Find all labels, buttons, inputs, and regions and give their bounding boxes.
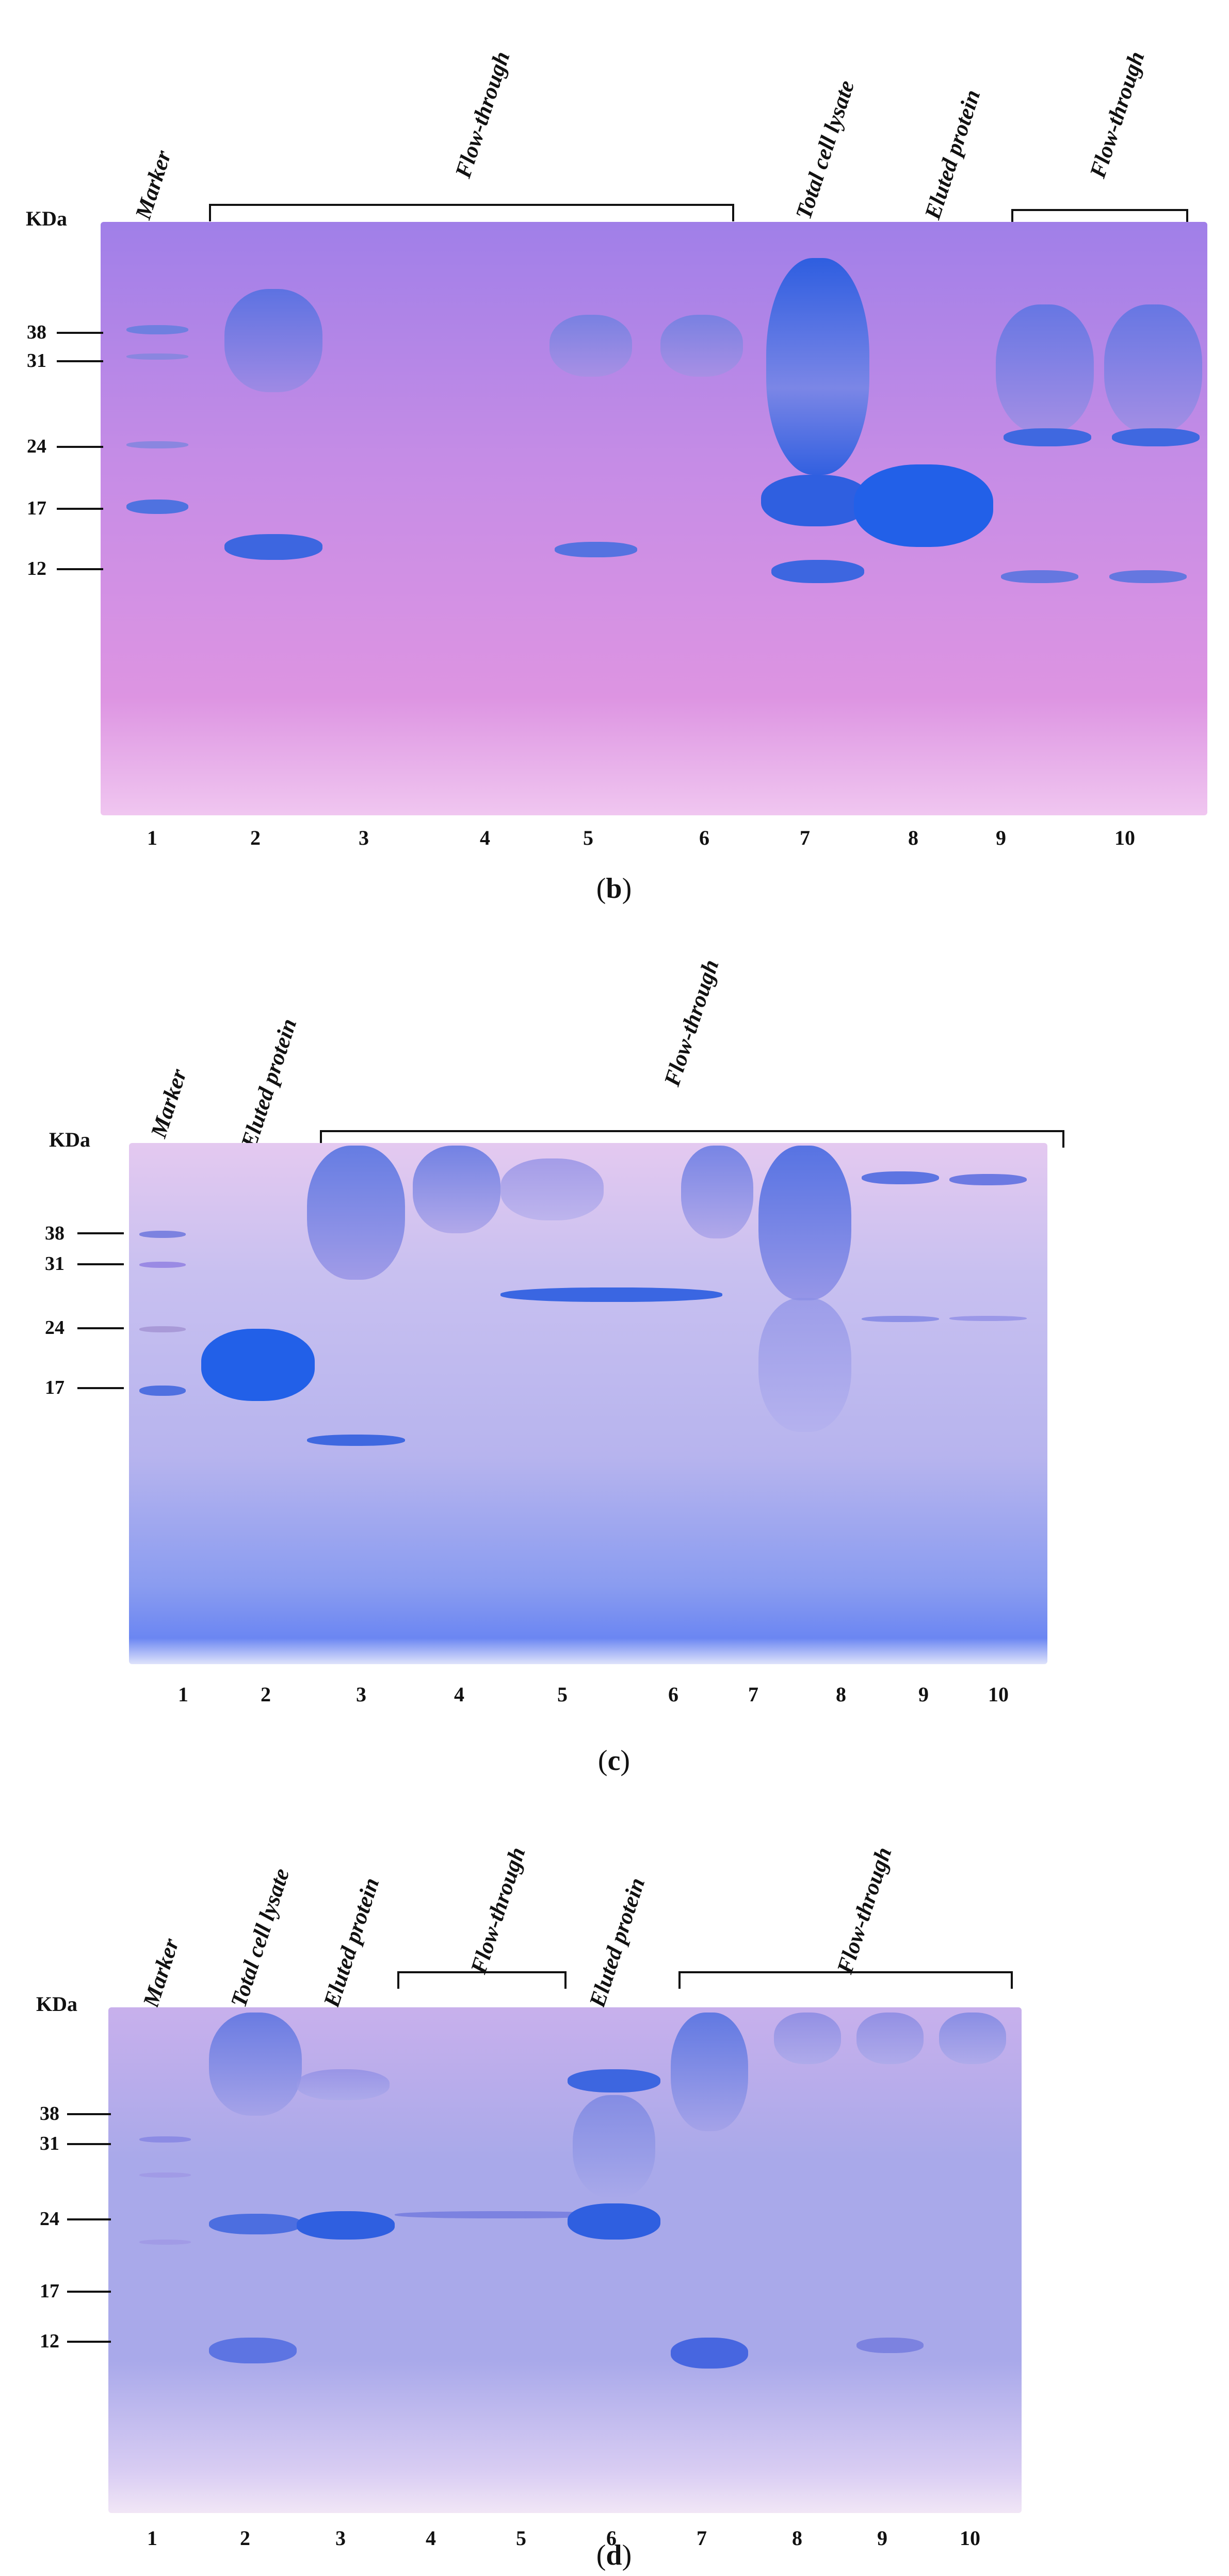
lane-8: 8 [836,1683,846,1706]
lane-5: 5 [516,2526,526,2550]
mw-tick-31 [57,360,103,362]
col-label-marker: Marker [130,147,176,222]
lane-3: 3 [335,2526,346,2550]
lane-4: 4 [480,826,490,849]
lane-6: 6 [668,1683,678,1706]
lane-10: 10 [960,2526,980,2550]
col-label-flow-through: Flow-through [450,48,515,181]
mw-tick-17 [77,1387,124,1389]
lane-7: 7 [800,826,810,849]
lane-6: 6 [699,826,709,849]
unit-label: KDa [36,1992,77,2016]
lane-1: 1 [147,826,157,849]
lane-7: 7 [748,1683,758,1706]
mw-tick-38 [67,2113,111,2115]
mw-38: 38 [27,321,46,343]
mw-tick-17 [57,508,103,510]
lane-2: 2 [240,2526,250,2550]
mw-tick-24 [77,1327,124,1329]
bracket-flow-through [320,1130,1064,1148]
mw-24: 24 [27,436,46,457]
lane-3: 3 [356,1683,366,1706]
lane-8: 8 [908,826,918,849]
caption-b: (b) [596,873,632,905]
bracket-flow-through-2 [1011,209,1188,227]
lane-6: 6 [606,2526,617,2550]
col-label-eluted-protein: Eluted protein [236,1015,302,1151]
unit-label: KDa [26,207,67,230]
mw-24: 24 [45,1317,64,1339]
col-label-eluted-protein: Eluted protein [919,86,985,222]
lane-4: 4 [454,1683,464,1706]
lane-1: 1 [147,2526,157,2550]
bracket-flow-through-2 [678,1971,1013,1989]
gel-image [101,222,1207,815]
caption-d: (d) [596,2539,632,2571]
unit-label: KDa [49,1128,90,1151]
mw-17: 17 [40,2280,59,2302]
lane-9: 9 [918,1683,929,1706]
lane-10: 10 [988,1683,1009,1706]
col-label-total-cell-lysate: Total cell lysate [790,77,860,222]
mw-17: 17 [45,1377,64,1398]
panel-b: Marker Flow-through Total cell lysate El… [0,0,1229,908]
mw-tick-12 [57,568,103,570]
mw-tick-31 [67,2143,111,2145]
col-label-eluted-protein-2: Eluted protein [584,1874,650,2010]
lane-5: 5 [557,1683,568,1706]
lane-1: 1 [178,1683,188,1706]
lane-9: 9 [877,2526,887,2550]
col-label-marker: Marker [145,1066,192,1141]
mw-31: 31 [27,350,46,372]
bracket-flow-through [209,204,734,221]
mw-tick-38 [77,1232,124,1234]
col-label-flow-through-2: Flow-through [1085,48,1150,181]
col-label-flow-through: Flow-through [465,1844,530,1977]
lane-2: 2 [250,826,261,849]
lane-3: 3 [359,826,369,849]
mw-24: 24 [40,2208,59,2230]
mw-31: 31 [45,1253,64,1275]
col-label-marker: Marker [138,1935,184,2010]
lane-10: 10 [1114,826,1135,849]
mw-38: 38 [45,1222,64,1244]
caption-c: (c) [597,1745,630,1777]
panel-c: Marker Eluted protein Flow-through KDa 3… [0,908,1229,1785]
mw-tick-38 [57,332,103,334]
mw-17: 17 [27,497,46,519]
lane-4: 4 [426,2526,436,2550]
mw-tick-24 [57,446,103,448]
col-label-flow-through-2: Flow-through [832,1844,897,1977]
mw-31: 31 [40,2133,59,2154]
gel-image [129,1143,1047,1664]
mw-tick-17 [67,2291,111,2293]
lane-7: 7 [697,2526,707,2550]
col-label-eluted-protein: Eluted protein [318,1874,384,2010]
bracket-flow-through [397,1971,567,1989]
mw-tick-24 [67,2218,111,2220]
mw-tick-31 [77,1263,124,1265]
col-label-total-cell-lysate: Total cell lysate [225,1865,295,2010]
panel-d: Marker Total cell lysate Eluted protein … [0,1785,1229,2576]
gel-image [108,2007,1022,2513]
lane-9: 9 [996,826,1006,849]
mw-12: 12 [40,2330,59,2352]
lane-2: 2 [261,1683,271,1706]
mw-38: 38 [40,2103,59,2124]
col-label-flow-through: Flow-through [659,956,724,1089]
lane-8: 8 [792,2526,802,2550]
mw-12: 12 [27,558,46,579]
lane-5: 5 [583,826,593,849]
mw-tick-12 [67,2341,111,2343]
